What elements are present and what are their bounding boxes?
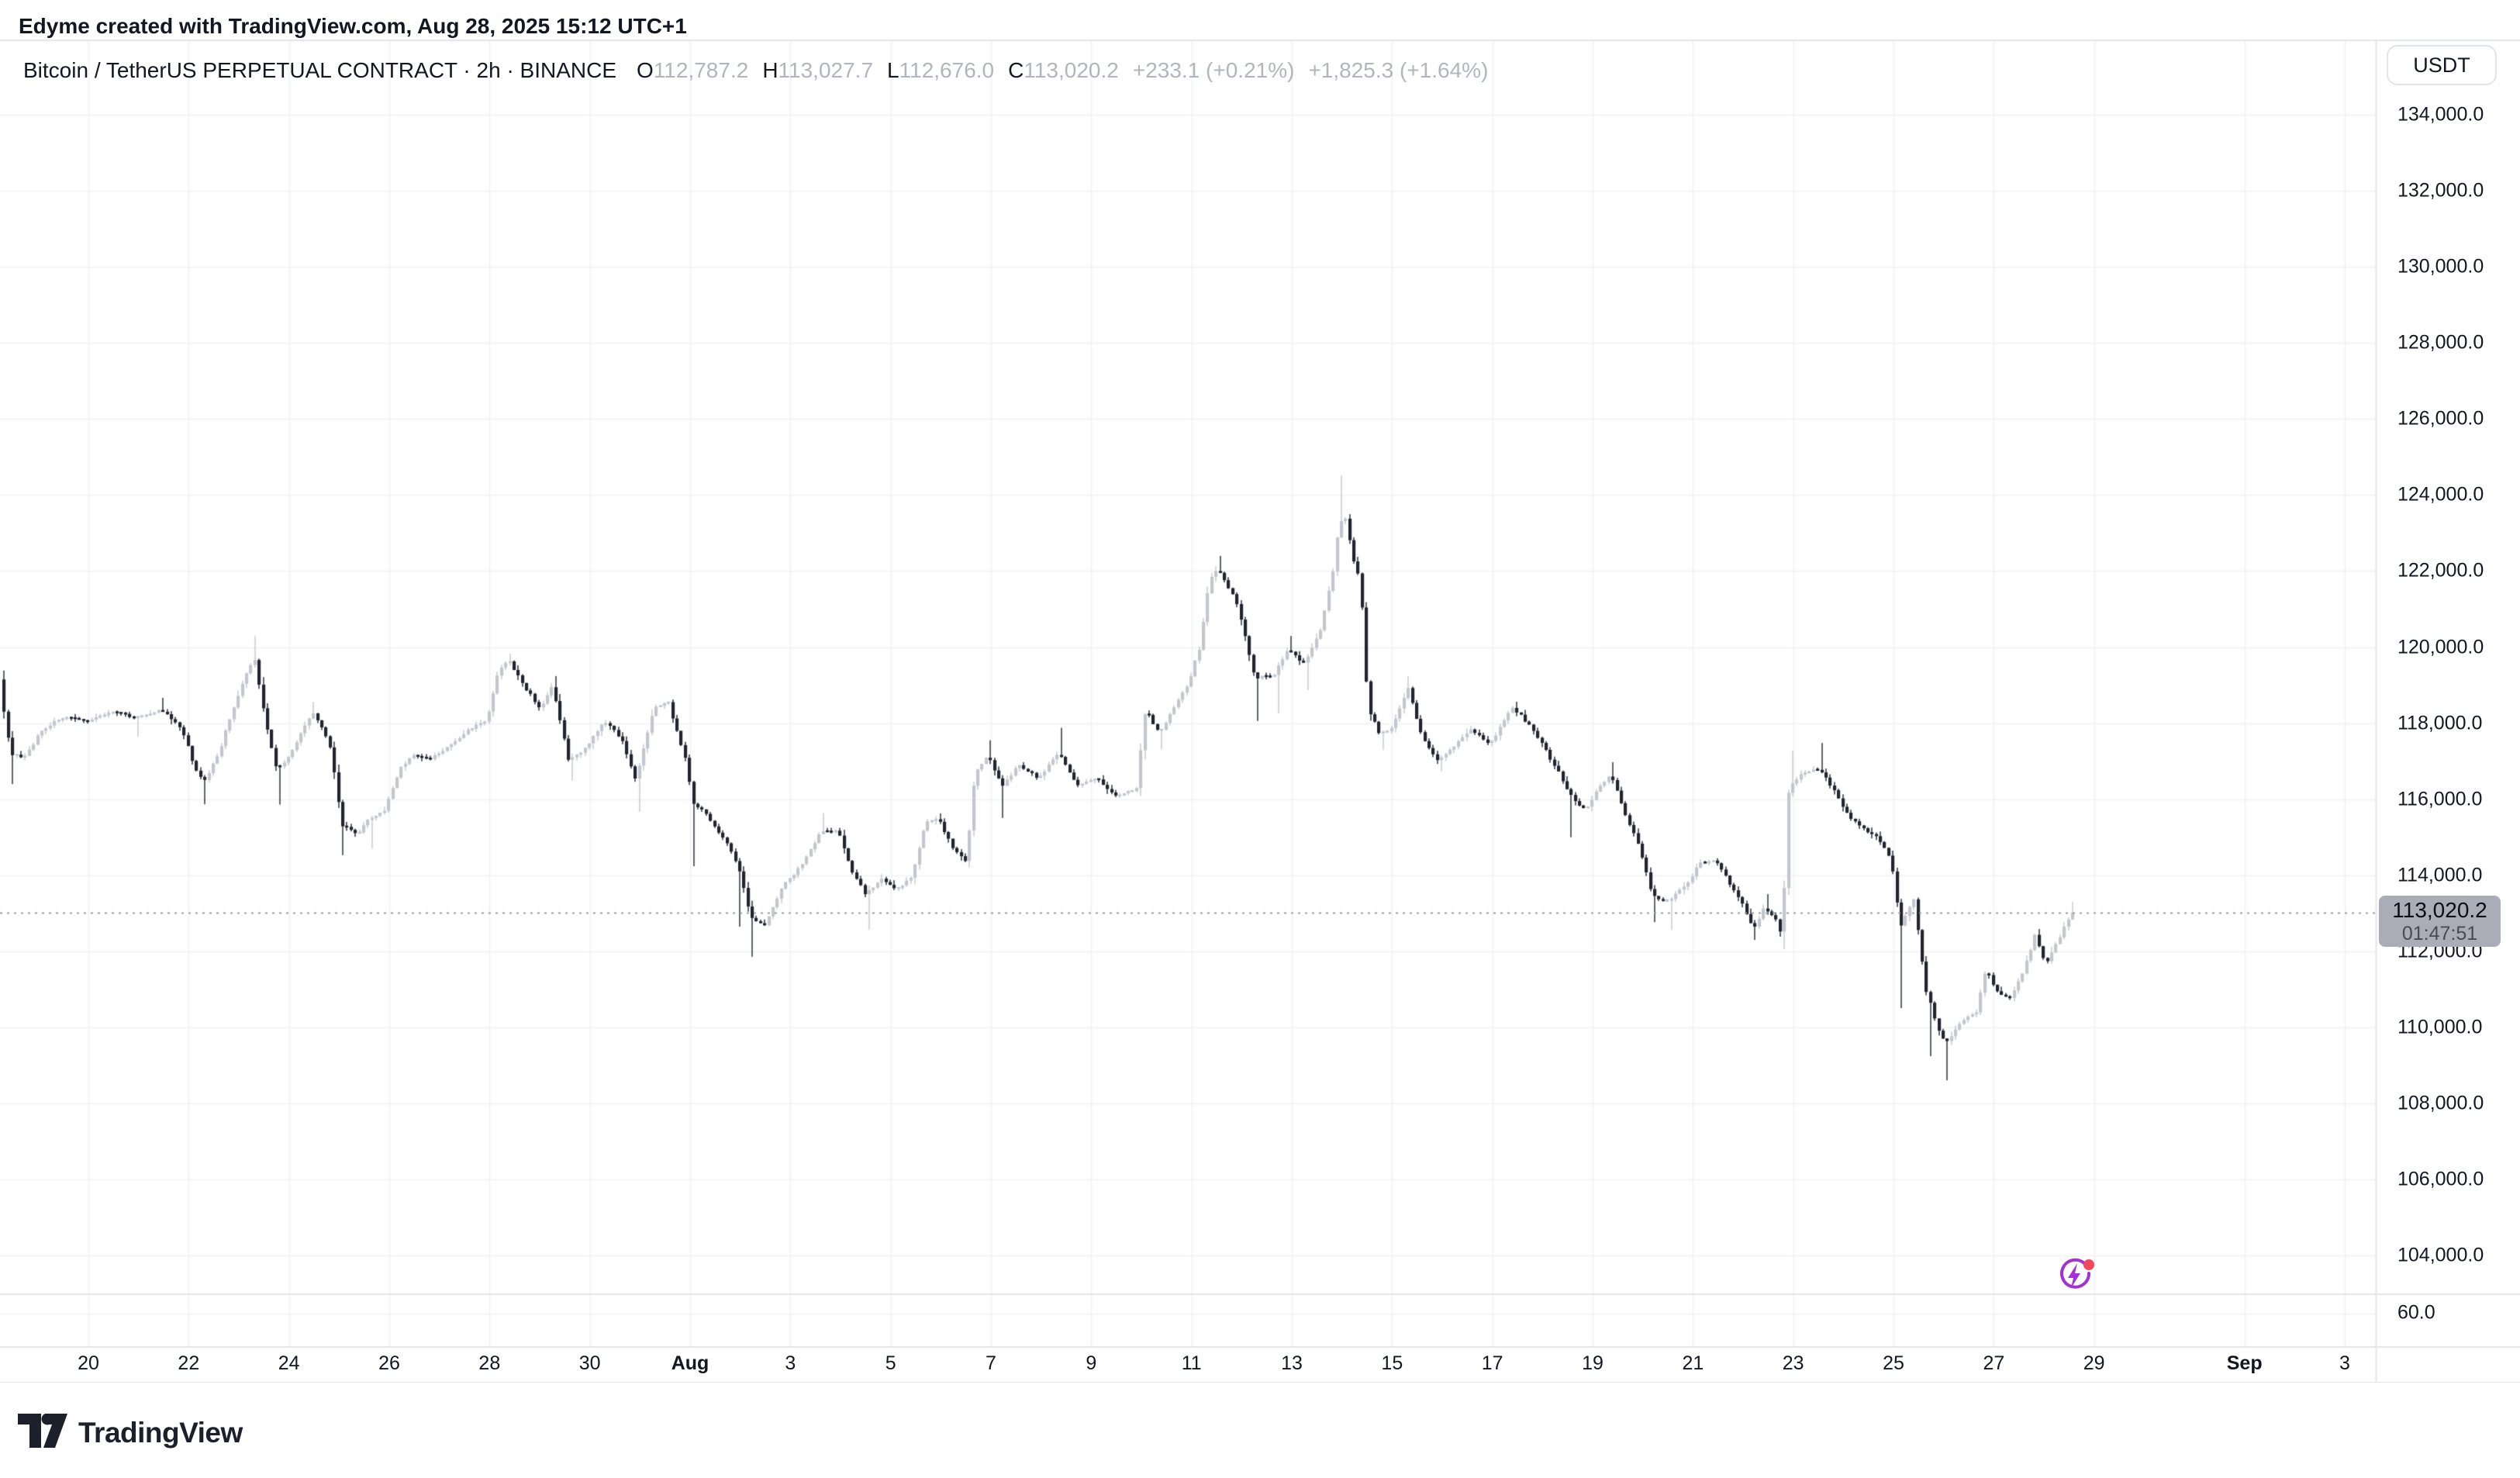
time-tick-label: 5 xyxy=(885,1352,896,1374)
symbol-ohlc-row: Bitcoin / TetherUS PERPETUAL CONTRACT · … xyxy=(23,57,1502,84)
open-value: 112,787.2 xyxy=(653,58,749,82)
time-tick-label: 15 xyxy=(1381,1352,1403,1374)
time-tick-label: 3 xyxy=(785,1352,796,1374)
footer: TradingView xyxy=(0,1383,2520,1478)
change-absolute: +233.1 (+0.21%) xyxy=(1132,58,1295,82)
close-value: 113,020.2 xyxy=(1024,58,1119,82)
time-tick-label: Aug xyxy=(671,1352,709,1374)
time-tick-label: 25 xyxy=(1883,1352,1904,1374)
price-tick-label: 116,000.0 xyxy=(2397,788,2483,810)
time-tick-label: 28 xyxy=(478,1352,501,1374)
notification-dot xyxy=(2083,1259,2094,1270)
price-tick-label: 128,000.0 xyxy=(2397,331,2484,354)
price-tick-label: 132,000.0 xyxy=(2397,179,2484,202)
time-tick-label: 20 xyxy=(78,1352,99,1374)
time-tick-label: 11 xyxy=(1181,1352,1202,1374)
price-tick-label: 118,000.0 xyxy=(2397,712,2483,734)
sub-pane-tick-label: 60.0 xyxy=(2397,1301,2435,1324)
time-tick-label: 22 xyxy=(178,1352,200,1374)
time-tick-label: 21 xyxy=(1682,1352,1704,1374)
boost-lightning-icon[interactable] xyxy=(2055,1255,2095,1296)
symbol-title[interactable]: Bitcoin / TetherUS PERPETUAL CONTRACT · … xyxy=(23,58,617,82)
tradingview-logo-mark-icon xyxy=(18,1413,67,1452)
time-tick-label: 26 xyxy=(378,1352,400,1374)
price-tick-label: 130,000.0 xyxy=(2397,255,2484,278)
change-extended: +1,825.3 (+1.64%) xyxy=(1308,58,1489,82)
high-label: H xyxy=(762,58,778,82)
low-label: L xyxy=(887,58,899,82)
ohlc-close: C113,020.2 xyxy=(1008,58,1119,83)
time-tick-label: Sep xyxy=(2226,1352,2263,1374)
time-tick-label: 30 xyxy=(578,1352,601,1374)
price-tick-label: 120,000.0 xyxy=(2397,636,2484,658)
ohlc-low: L112,676.0 xyxy=(887,58,994,83)
time-tick-label: 27 xyxy=(1983,1352,2005,1374)
close-label: C xyxy=(1008,58,1024,82)
time-tick-label: 9 xyxy=(1086,1352,1097,1374)
price-tick-label: 110,000.0 xyxy=(2397,1016,2483,1038)
open-label: O xyxy=(637,58,654,82)
tradingview-logo-text: TradingView xyxy=(78,1416,243,1449)
high-value: 113,027.7 xyxy=(778,58,874,82)
price-tick-label: 122,000.0 xyxy=(2397,559,2484,582)
price-tick-label: 106,000.0 xyxy=(2397,1168,2484,1190)
lightning-bolt-icon xyxy=(2068,1263,2080,1288)
boost-circle-arc xyxy=(2060,1258,2091,1289)
time-tick-label: 24 xyxy=(278,1352,300,1374)
price-tick-label: 124,000.0 xyxy=(2397,483,2484,506)
time-tick-label: 13 xyxy=(1281,1352,1303,1374)
price-tick-label: 126,000.0 xyxy=(2397,407,2484,430)
bar-countdown: 01:47:51 xyxy=(2401,923,2478,944)
tradingview-logo[interactable]: TradingView xyxy=(18,1413,243,1452)
low-value: 112,676.0 xyxy=(899,58,995,82)
time-tick-label: 17 xyxy=(1481,1352,1503,1374)
time-tick-label: 3 xyxy=(2339,1352,2350,1374)
time-tick-label: 23 xyxy=(1782,1352,1804,1374)
price-tick-label: 114,000.0 xyxy=(2397,864,2483,886)
time-tick-label: 7 xyxy=(986,1352,996,1374)
ohlc-open: O112,787.2 xyxy=(637,58,748,83)
time-tick-label: 19 xyxy=(1582,1352,1603,1374)
currency-toggle-button[interactable]: USDT xyxy=(2387,45,2497,85)
price-tick-label: 134,000.0 xyxy=(2397,103,2484,126)
price-tick-label: 108,000.0 xyxy=(2397,1092,2484,1114)
last-price-value: 113,020.2 xyxy=(2392,898,2487,922)
attribution-title: Edyme created with TradingView.com, Aug … xyxy=(19,14,687,38)
last-price-label: 113,020.2 01:47:51 xyxy=(2379,896,2501,947)
time-tick-label: 29 xyxy=(2083,1352,2105,1374)
price-tick-label: 104,000.0 xyxy=(2397,1244,2484,1266)
ohlc-high: H113,027.7 xyxy=(762,58,873,83)
